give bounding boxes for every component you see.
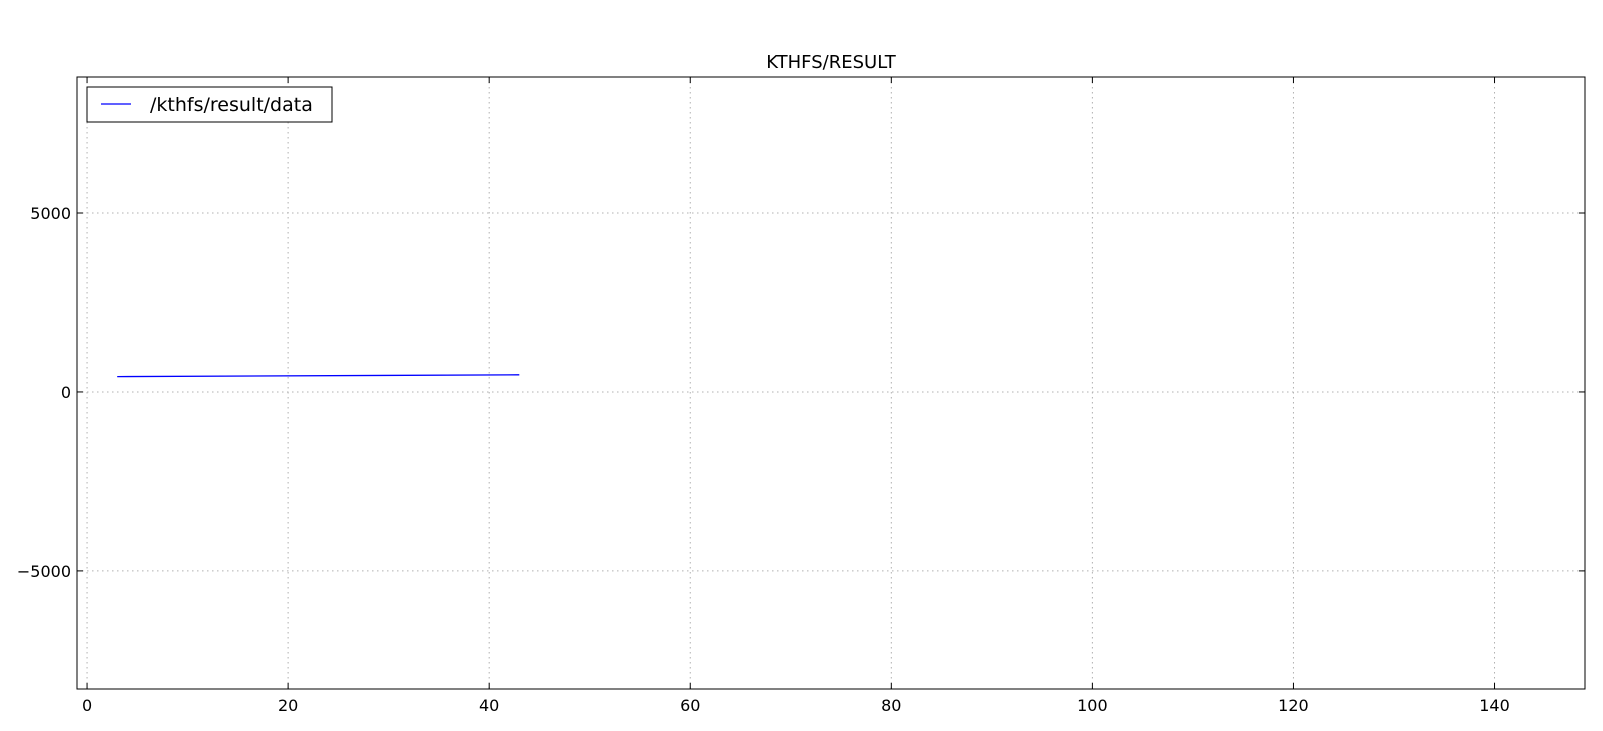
y-tick-label: 5000	[30, 204, 71, 223]
y-tick-label: 0	[61, 383, 71, 402]
legend-label: /kthfs/result/data	[150, 94, 313, 116]
series-layer	[117, 374, 520, 378]
axes-frame	[76, 76, 1586, 690]
x-tick-label: 60	[680, 696, 700, 715]
series-line	[117, 374, 520, 378]
x-tick-label: 140	[1479, 696, 1510, 715]
x-tick-label: 0	[82, 696, 92, 715]
chart-title: KTHFS/RESULT	[766, 52, 896, 73]
y-tick-label: −5000	[17, 562, 71, 581]
x-tick-label: 40	[479, 696, 499, 715]
grid-layer	[77, 77, 1585, 689]
x-tick-label: 20	[278, 696, 298, 715]
x-tick-label: 80	[881, 696, 901, 715]
x-tick-label: 100	[1077, 696, 1108, 715]
x-tick-label: 120	[1278, 696, 1309, 715]
ticks-layer: 0 20 40 60 80 100 120 140 −5000 0 5000	[17, 77, 1585, 715]
legend: /kthfs/result/data	[86, 86, 333, 123]
